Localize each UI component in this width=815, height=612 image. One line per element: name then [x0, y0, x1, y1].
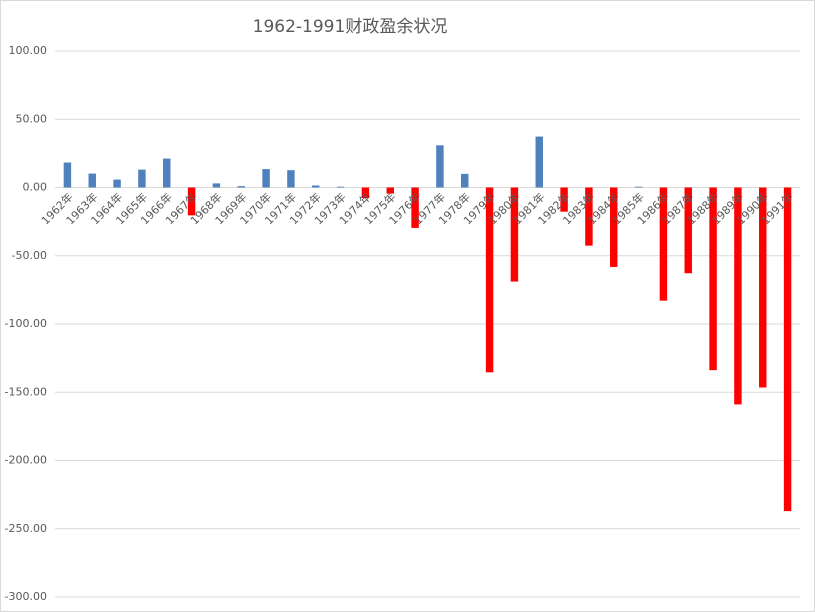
y-tick-label: -200.00	[5, 454, 47, 467]
bar	[336, 186, 345, 188]
bar	[237, 186, 245, 188]
y-tick-label: 0.00	[23, 181, 48, 194]
bar	[535, 136, 543, 188]
bar	[610, 187, 618, 267]
bar	[212, 183, 221, 188]
bar	[187, 187, 196, 216]
bar	[386, 187, 394, 194]
y-tick-label: -300.00	[5, 590, 47, 603]
bar	[163, 158, 171, 188]
bar	[585, 187, 593, 246]
bar	[436, 145, 444, 188]
bar	[734, 187, 742, 405]
bar	[634, 186, 643, 188]
y-tick-label: -150.00	[5, 385, 47, 398]
bar	[411, 187, 419, 228]
y-tick-label: -250.00	[5, 522, 47, 535]
bar	[138, 169, 146, 188]
chart-title: 1962-1991财政盈余状况	[253, 17, 448, 37]
bar	[361, 187, 370, 199]
bar	[684, 187, 692, 274]
bar	[287, 170, 295, 188]
bar	[88, 173, 96, 188]
bar	[461, 173, 469, 188]
bar	[709, 187, 717, 371]
bar	[63, 162, 72, 188]
bar	[560, 187, 568, 212]
bar	[659, 187, 668, 301]
bar	[262, 169, 270, 188]
bar	[113, 179, 121, 188]
y-tick-label: -100.00	[5, 317, 47, 330]
bar	[783, 187, 792, 512]
bar	[759, 187, 767, 388]
bar	[485, 187, 494, 373]
y-tick-label: 100.00	[9, 44, 48, 57]
y-tick-label: 50.00	[16, 112, 48, 125]
bar	[312, 185, 320, 188]
bar	[510, 187, 519, 282]
y-tick-label: -50.00	[12, 249, 47, 262]
